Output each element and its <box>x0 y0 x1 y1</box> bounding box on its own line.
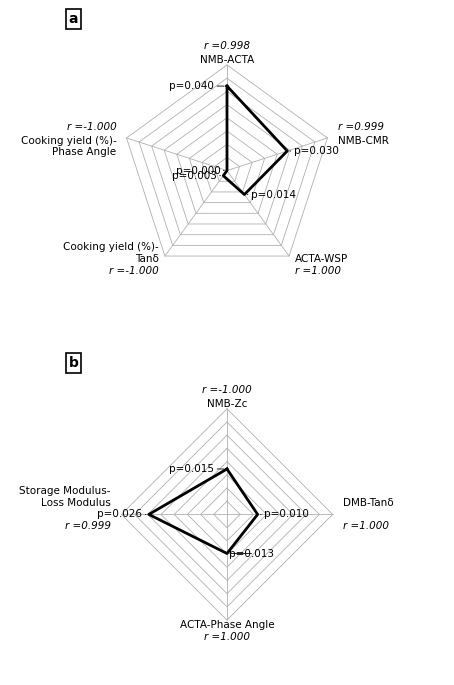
Text: Storage Modulus-
Loss Modulus: Storage Modulus- Loss Modulus <box>20 486 111 508</box>
Text: r =0.999: r =0.999 <box>65 521 111 531</box>
Text: r =1.000: r =1.000 <box>343 521 389 531</box>
Text: r =1.000: r =1.000 <box>295 266 341 275</box>
Text: NMB-Zc: NMB-Zc <box>207 399 247 409</box>
Text: NMB-CMR: NMB-CMR <box>337 136 388 146</box>
Text: p=0.003: p=0.003 <box>172 171 221 181</box>
Text: p=0.010: p=0.010 <box>261 510 309 519</box>
Text: p=0.014: p=0.014 <box>247 190 296 199</box>
Text: r =0.998: r =0.998 <box>204 41 250 51</box>
Text: NMB-ACTA: NMB-ACTA <box>200 55 254 66</box>
Text: r =-1.000: r =-1.000 <box>109 266 159 275</box>
Text: p=0.030: p=0.030 <box>290 146 339 156</box>
Text: r =1.000: r =1.000 <box>204 632 250 642</box>
Text: r =-1.000: r =-1.000 <box>67 121 117 132</box>
Text: b: b <box>69 356 79 370</box>
Text: p=0.015: p=0.015 <box>169 464 224 474</box>
Text: a: a <box>69 12 78 26</box>
Text: Cooking yield (%)-
Phase Angle: Cooking yield (%)- Phase Angle <box>21 136 117 158</box>
Text: ACTA-Phase Angle: ACTA-Phase Angle <box>180 619 274 630</box>
Text: ACTA-WSP: ACTA-WSP <box>295 253 349 264</box>
Text: p=0.040: p=0.040 <box>169 81 224 91</box>
Text: p=0.013: p=0.013 <box>229 549 274 558</box>
Text: Cooking yield (%)-
Tanδ: Cooking yield (%)- Tanδ <box>63 242 159 264</box>
Text: r =-1.000: r =-1.000 <box>202 385 252 395</box>
Text: r =0.999: r =0.999 <box>337 121 384 132</box>
Text: p=0.000: p=0.000 <box>176 166 224 175</box>
Text: DMB-Tanδ: DMB-Tanδ <box>343 498 394 508</box>
Text: p=0.026: p=0.026 <box>98 510 146 519</box>
